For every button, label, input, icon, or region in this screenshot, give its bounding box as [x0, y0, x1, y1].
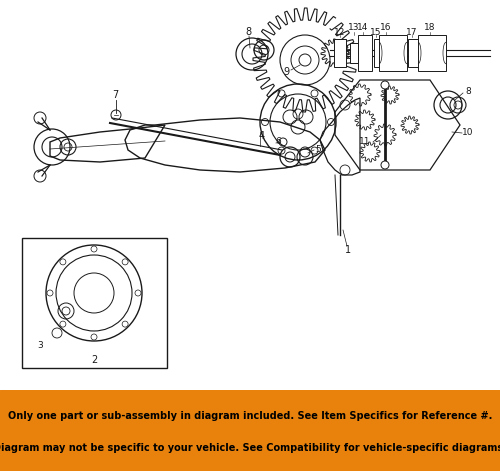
Text: 10: 10 [462, 129, 473, 138]
Circle shape [381, 161, 389, 169]
Text: 7: 7 [112, 90, 118, 100]
Text: 9: 9 [283, 67, 289, 77]
Text: 14: 14 [358, 24, 368, 32]
Bar [408, 39, 422, 67]
Text: 11: 11 [359, 138, 370, 146]
Bar [350, 43, 358, 63]
Text: 6: 6 [275, 138, 281, 146]
Text: 16: 16 [380, 24, 392, 32]
Text: 5: 5 [315, 146, 321, 154]
Bar [358, 35, 372, 71]
Text: 8: 8 [465, 88, 471, 97]
Text: 8: 8 [245, 27, 251, 37]
Text: 13: 13 [348, 24, 360, 32]
Text: 4: 4 [259, 131, 265, 141]
Bar [418, 35, 446, 71]
Text: Only one part or sub-assembly in diagram included. See Item Specifics for Refere: Only one part or sub-assembly in diagram… [8, 411, 492, 421]
Text: 15: 15 [370, 29, 382, 38]
Text: 3: 3 [37, 341, 43, 350]
Text: 2: 2 [91, 355, 97, 365]
Text: 12: 12 [334, 29, 345, 38]
Bar [22, 238, 167, 368]
Bar [374, 39, 384, 67]
Text: Diagram may not be specific to your vehicle. See Compatibility for vehicle-speci: Diagram may not be specific to your vehi… [0, 443, 500, 453]
Bar [334, 39, 346, 67]
Text: 1: 1 [345, 245, 351, 255]
Circle shape [381, 81, 389, 89]
Text: 17: 17 [406, 29, 417, 38]
Text: 18: 18 [424, 24, 436, 32]
Bar [379, 35, 407, 71]
